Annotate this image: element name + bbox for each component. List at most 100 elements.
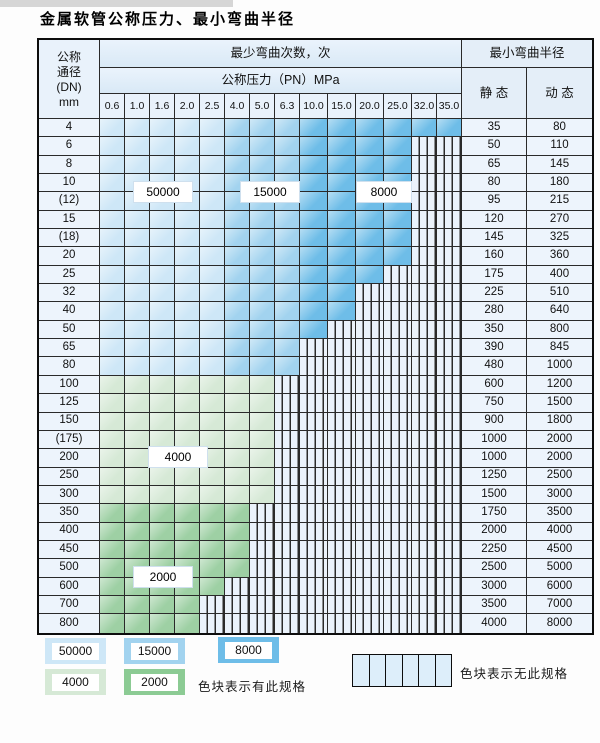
spec-cell xyxy=(225,540,250,560)
no-spec-cell xyxy=(412,614,437,633)
dynamic-radius-value: 270 xyxy=(527,210,592,230)
no-spec-cell xyxy=(275,522,300,541)
no-spec-cell xyxy=(384,394,412,413)
spec-cell xyxy=(225,412,250,431)
spec-cell xyxy=(328,229,356,248)
dynamic-radius-value: 1800 xyxy=(527,412,592,431)
no-spec-cell xyxy=(300,375,328,395)
overlay-label-15000: 15000 xyxy=(240,181,300,203)
no-spec-cell xyxy=(328,559,356,578)
no-spec-cell xyxy=(412,155,437,175)
pn-column-header: 32.0 xyxy=(412,94,437,119)
spec-cell xyxy=(328,247,356,266)
no-spec-cell xyxy=(275,430,300,450)
spec-cell xyxy=(125,137,150,156)
spec-cell xyxy=(300,302,328,321)
no-spec-cell xyxy=(250,614,275,633)
spec-cell xyxy=(125,119,150,138)
spec-cell xyxy=(150,504,175,523)
no-spec-cell xyxy=(356,595,384,615)
no-spec-cell xyxy=(384,265,412,285)
no-spec-cell xyxy=(437,192,462,211)
no-spec-cell xyxy=(384,357,412,376)
spec-cell xyxy=(175,595,200,615)
spec-cell xyxy=(175,357,200,376)
dn-cell: 80 xyxy=(39,357,100,376)
spec-cell xyxy=(200,265,225,285)
spec-cell xyxy=(150,394,175,413)
dynamic-radius-value: 845 xyxy=(527,339,592,358)
legend-swatch-50000: 50000 xyxy=(45,638,106,664)
static-radius-value: 2000 xyxy=(462,522,527,541)
spec-cell xyxy=(225,247,250,266)
spec-cell xyxy=(200,485,225,505)
dynamic-radius-value: 8000 xyxy=(527,614,592,633)
spec-cell xyxy=(200,540,225,560)
spec-cell xyxy=(356,247,384,266)
spec-cell xyxy=(225,375,250,395)
spec-cell xyxy=(300,192,328,211)
no-spec-cell xyxy=(328,430,356,450)
no-spec-cell xyxy=(412,247,437,266)
no-spec-cell xyxy=(437,247,462,266)
static-radius-value: 600 xyxy=(462,375,527,395)
dynamic-radius-value: 2500 xyxy=(527,467,592,486)
spec-cell xyxy=(225,522,250,541)
static-radius-value: 1000 xyxy=(462,449,527,468)
no-spec-cell xyxy=(437,229,462,248)
static-radius-value: 390 xyxy=(462,339,527,358)
spec-cell xyxy=(275,137,300,156)
dynamic-radius-value: 400 xyxy=(527,265,592,285)
static-radius-value: 225 xyxy=(462,284,527,303)
spec-cell xyxy=(225,137,250,156)
spec-cell xyxy=(200,284,225,303)
spec-cell xyxy=(175,412,200,431)
spec-cell xyxy=(384,247,412,266)
no-spec-cell xyxy=(300,522,328,541)
spec-cell xyxy=(250,394,275,413)
spec-cell xyxy=(356,137,384,156)
spec-cell xyxy=(200,137,225,156)
spec-cell xyxy=(300,265,328,285)
no-spec-cell xyxy=(384,375,412,395)
dynamic-radius-value: 110 xyxy=(527,137,592,156)
dn-cell: 200 xyxy=(39,449,100,468)
spec-cell xyxy=(275,210,300,230)
dynamic-radius-value: 1000 xyxy=(527,357,592,376)
no-spec-cell xyxy=(328,320,356,340)
no-spec-cell xyxy=(412,265,437,285)
spec-cell xyxy=(175,265,200,285)
no-spec-cell xyxy=(412,137,437,156)
spec-cell xyxy=(150,119,175,138)
legend-no-spec-cell xyxy=(369,655,386,686)
static-radius-value: 1750 xyxy=(462,504,527,523)
legend-no-spec-caption: 色块表示无此规格 xyxy=(460,667,569,681)
spec-cell xyxy=(356,229,384,248)
spec-cell xyxy=(150,247,175,266)
spec-cell xyxy=(150,155,175,175)
spec-cell xyxy=(125,540,150,560)
spec-cell xyxy=(225,485,250,505)
spec-cell xyxy=(125,614,150,633)
spec-cell xyxy=(250,229,275,248)
no-spec-cell xyxy=(412,375,437,395)
no-spec-cell xyxy=(384,504,412,523)
spec-cell xyxy=(100,247,125,266)
legend-no-spec-cell xyxy=(353,655,370,686)
spec-cell xyxy=(100,375,125,395)
spec-cell xyxy=(225,320,250,340)
static-radius-value: 1000 xyxy=(462,430,527,450)
static-radius-value: 480 xyxy=(462,357,527,376)
no-spec-cell xyxy=(356,430,384,450)
spec-cell xyxy=(300,320,328,340)
dn-cell: 300 xyxy=(39,485,100,505)
spec-cell xyxy=(125,265,150,285)
no-spec-cell xyxy=(356,284,384,303)
pn-column-header: 4.0 xyxy=(225,94,250,119)
spec-cell xyxy=(300,284,328,303)
dynamic-radius-value: 4500 xyxy=(527,540,592,560)
spec-cell xyxy=(125,302,150,321)
no-spec-cell xyxy=(328,577,356,596)
no-spec-cell xyxy=(437,412,462,431)
no-spec-cell xyxy=(437,394,462,413)
